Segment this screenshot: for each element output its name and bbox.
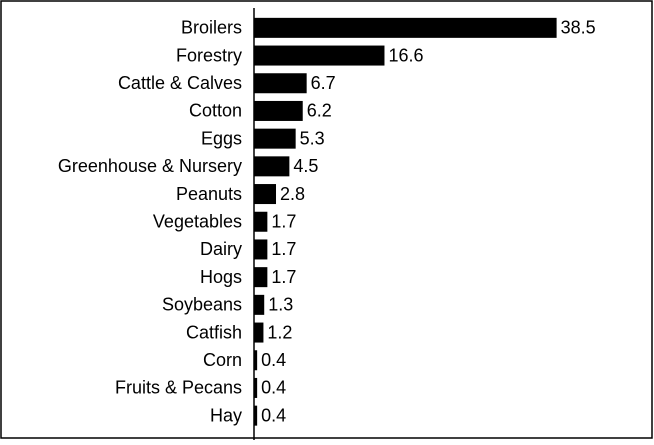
category-label: Eggs — [201, 128, 242, 148]
value-label: 6.7 — [311, 73, 336, 93]
value-label: 1.2 — [267, 322, 292, 342]
bar — [254, 350, 258, 371]
bar — [254, 322, 264, 343]
category-label: Dairy — [200, 239, 242, 259]
category-label: Fruits & Pecans — [115, 378, 242, 398]
category-label: Vegetables — [153, 212, 242, 232]
bar — [254, 128, 296, 149]
value-label: 1.7 — [271, 239, 296, 259]
bar — [254, 405, 258, 426]
value-label: 38.5 — [561, 18, 596, 38]
value-label: 0.4 — [261, 350, 286, 370]
bar — [254, 377, 258, 398]
category-label: Cotton — [189, 101, 242, 121]
bar — [254, 239, 268, 260]
bar — [254, 184, 277, 205]
bar — [254, 45, 385, 66]
category-label: Broilers — [181, 18, 242, 38]
category-label: Cattle & Calves — [118, 73, 242, 93]
bar — [254, 211, 268, 232]
bar — [254, 267, 268, 288]
value-label: 1.7 — [271, 212, 296, 232]
bar — [254, 156, 290, 177]
value-label: 0.4 — [261, 378, 286, 398]
bar — [254, 100, 303, 121]
bar — [254, 17, 557, 38]
category-label: Forestry — [176, 45, 242, 65]
category-label: Hay — [210, 405, 242, 425]
category-label: Greenhouse & Nursery — [58, 156, 242, 176]
value-label: 5.3 — [300, 128, 325, 148]
value-label: 1.3 — [268, 295, 293, 315]
category-label: Peanuts — [176, 184, 242, 204]
bar — [254, 294, 265, 315]
value-label: 6.2 — [307, 101, 332, 121]
value-label: 0.4 — [261, 405, 286, 425]
value-label: 4.5 — [293, 156, 318, 176]
category-label: Catfish — [186, 322, 242, 342]
bar — [254, 73, 307, 94]
value-label: 2.8 — [280, 184, 305, 204]
category-label: Hogs — [200, 267, 242, 287]
category-label: Corn — [203, 350, 242, 370]
value-label: 16.6 — [388, 45, 423, 65]
category-label: Soybeans — [162, 295, 242, 315]
value-label: 1.7 — [271, 267, 296, 287]
